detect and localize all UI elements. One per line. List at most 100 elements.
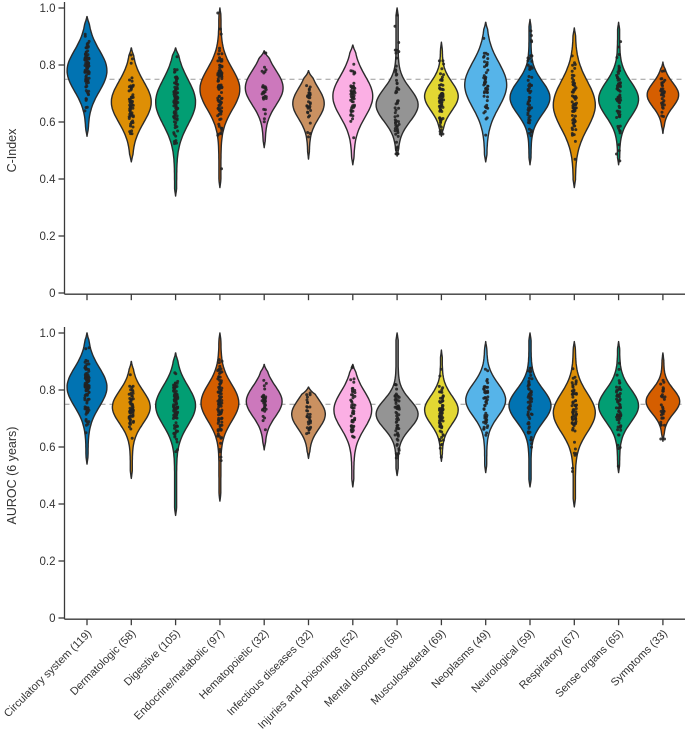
data-point	[305, 395, 309, 399]
data-point	[351, 84, 355, 88]
data-point	[619, 428, 623, 432]
data-point	[395, 140, 398, 144]
data-point	[130, 57, 134, 61]
data-point	[350, 389, 354, 393]
data-point	[129, 104, 133, 108]
points-Endocrine/metabolic (97)	[216, 11, 224, 171]
data-point	[618, 101, 622, 105]
data-point	[351, 365, 355, 369]
data-point	[527, 108, 531, 112]
data-point	[529, 39, 533, 43]
data-point	[440, 435, 444, 439]
data-point	[130, 129, 134, 133]
data-point	[571, 408, 575, 412]
data-point	[575, 412, 578, 416]
data-point	[437, 414, 441, 418]
data-point	[305, 415, 309, 419]
data-point	[440, 67, 444, 71]
data-point	[571, 109, 575, 113]
data-point	[618, 78, 621, 81]
data-point	[87, 346, 91, 350]
data-point	[617, 126, 620, 130]
data-point	[570, 69, 574, 73]
data-point	[574, 128, 578, 132]
data-point	[618, 106, 622, 110]
data-point	[84, 106, 88, 109]
data-point	[174, 421, 178, 425]
data-point	[617, 143, 621, 147]
data-point	[483, 367, 487, 371]
data-point	[217, 375, 221, 379]
y-tick-label: 0.2	[40, 231, 56, 243]
data-point	[309, 425, 313, 429]
data-point	[131, 83, 135, 87]
data-point	[618, 385, 622, 389]
data-point	[482, 407, 486, 411]
data-point	[482, 94, 486, 98]
data-point	[216, 79, 220, 83]
data-point	[484, 86, 488, 90]
data-point	[619, 388, 623, 392]
data-point	[350, 91, 354, 95]
data-point	[84, 58, 88, 62]
data-point	[617, 395, 621, 399]
data-point	[220, 359, 224, 363]
data-point	[529, 438, 533, 442]
data-point	[307, 428, 311, 432]
data-point	[570, 381, 574, 385]
data-point	[573, 453, 577, 457]
data-point	[218, 403, 222, 407]
x-tick-label: Infectious diseases (32)	[225, 628, 316, 719]
data-point	[85, 63, 89, 67]
data-point	[570, 421, 574, 425]
data-point	[172, 140, 176, 143]
data-point	[574, 379, 578, 383]
data-point	[393, 115, 397, 119]
data-point	[217, 124, 221, 128]
data-point	[349, 119, 353, 123]
data-point	[173, 394, 177, 398]
data-point	[217, 405, 221, 409]
data-point	[129, 84, 133, 88]
points-Dermatologic (58)	[127, 373, 135, 440]
data-point	[486, 369, 490, 373]
data-point	[394, 396, 398, 400]
data-point	[571, 83, 575, 87]
data-point	[617, 409, 621, 413]
data-point	[616, 413, 619, 417]
data-point	[395, 87, 399, 91]
data-point	[84, 98, 88, 102]
data-point	[308, 391, 312, 395]
data-point	[217, 358, 221, 362]
points-Mental disorders (58)	[393, 383, 401, 460]
data-point	[617, 361, 621, 365]
data-point	[570, 404, 574, 408]
data-point	[174, 450, 178, 454]
data-point	[526, 113, 530, 117]
data-point	[220, 77, 224, 81]
data-point	[307, 96, 311, 100]
data-point	[662, 103, 666, 107]
data-point	[128, 373, 132, 377]
data-point	[350, 100, 354, 103]
data-point	[485, 385, 488, 389]
data-point	[660, 97, 664, 101]
data-point	[352, 62, 356, 66]
data-point	[261, 419, 265, 423]
data-point	[396, 431, 400, 435]
data-point	[349, 84, 353, 88]
data-point	[571, 385, 575, 388]
data-point	[486, 95, 489, 99]
data-point	[528, 65, 532, 69]
data-point	[438, 429, 442, 433]
data-point	[352, 380, 356, 384]
data-point	[438, 130, 442, 133]
data-point	[219, 100, 222, 104]
data-point	[570, 114, 574, 117]
data-point	[86, 397, 90, 401]
data-point	[262, 107, 266, 111]
data-point	[394, 383, 398, 387]
data-point	[176, 129, 180, 133]
data-point	[616, 425, 620, 429]
data-point	[484, 117, 488, 121]
